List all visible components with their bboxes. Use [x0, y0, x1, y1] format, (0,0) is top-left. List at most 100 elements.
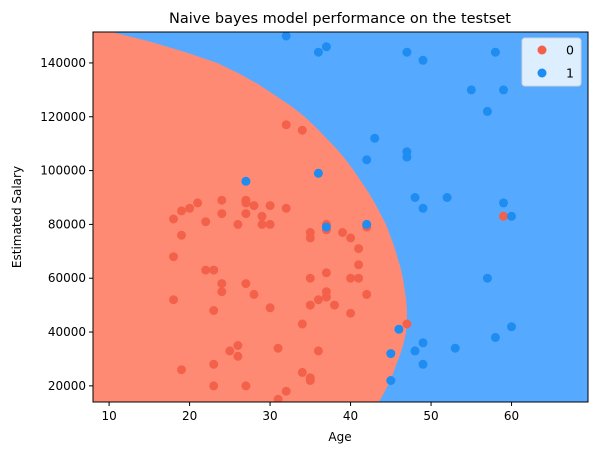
point-class-0-61 [313, 346, 323, 356]
point-class-0-22 [217, 287, 227, 297]
y-tick-label-40000: 40000 [48, 325, 86, 339]
point-class-1-0 [281, 32, 291, 41]
point-class-0-45 [346, 233, 356, 243]
point-class-0-31 [209, 359, 219, 369]
point-class-0-32 [177, 365, 186, 375]
point-class-0-11 [241, 209, 251, 219]
point-class-1-16 [418, 203, 428, 213]
x-tick-label-20: 20 [182, 409, 197, 423]
legend-label-1: 1 [566, 66, 574, 81]
x-tick-label-50: 50 [423, 409, 438, 423]
point-class-0-18 [169, 252, 178, 262]
point-class-1-10 [362, 155, 372, 165]
y-tick-label-20000: 20000 [48, 379, 86, 393]
y-tick-label-140000: 140000 [40, 56, 86, 70]
point-class-0-59 [362, 289, 372, 299]
point-class-0-15 [265, 201, 275, 211]
point-class-0-19 [201, 265, 211, 275]
point-class-1-1 [313, 47, 323, 57]
point-class-0-50 [321, 268, 331, 278]
point-class-0-14 [257, 219, 267, 229]
plot-frame [92, 31, 589, 403]
point-class-0-38 [281, 120, 291, 130]
point-class-1-20 [321, 222, 331, 232]
point-class-1-30 [418, 359, 428, 369]
point-class-0-25 [265, 303, 275, 313]
point-class-0-57 [346, 273, 356, 283]
point-class-0-17 [281, 203, 291, 213]
point-class-0-46 [354, 244, 364, 254]
chart-title: Naive bayes model performance on the tes… [169, 11, 511, 27]
point-class-1-5 [490, 47, 500, 57]
point-class-1-27 [410, 346, 420, 356]
point-class-0-44 [338, 228, 347, 237]
y-axis-label: Estimated Salary [10, 166, 24, 268]
point-class-1-24 [394, 324, 404, 334]
point-class-1-28 [418, 338, 428, 348]
point-class-1-26 [386, 349, 396, 359]
point-class-0-20 [209, 265, 219, 275]
x-tick-label-30: 30 [262, 409, 277, 423]
point-class-0-34 [241, 381, 251, 391]
point-class-0-16 [265, 219, 275, 229]
point-class-0-60 [346, 308, 356, 318]
point-class-0-6 [217, 195, 227, 205]
point-class-1-8 [482, 106, 492, 116]
point-class-0-58 [354, 273, 364, 283]
x-axis-label: Age [328, 430, 351, 444]
point-class-1-15 [410, 193, 420, 202]
point-class-0-41 [305, 233, 315, 243]
point-class-1-3 [402, 47, 412, 57]
point-class-0-13 [257, 211, 267, 221]
point-class-1-12 [402, 147, 412, 157]
y-tick-label-120000: 120000 [40, 110, 86, 124]
point-class-0-4 [177, 230, 186, 240]
point-class-0-35 [273, 343, 283, 353]
point-class-1-31 [386, 376, 396, 385]
point-class-0-26 [169, 295, 178, 305]
legend: 0 1 [521, 37, 582, 87]
point-class-1-22 [482, 273, 492, 283]
point-class-0-63 [297, 367, 307, 377]
point-class-0-5 [201, 217, 211, 227]
point-class-0-49 [354, 260, 364, 270]
point-class-1-9 [370, 133, 380, 143]
point-class-0-51 [305, 273, 315, 283]
legend-box [521, 37, 582, 87]
point-class-0-3 [193, 198, 203, 208]
point-class-1-25 [490, 332, 500, 342]
y-tick-label-80000: 80000 [48, 217, 86, 231]
point-class-1-23 [507, 322, 516, 332]
x-tick-label-60: 60 [504, 409, 519, 423]
point-class-1-4 [418, 55, 428, 65]
point-class-0-0 [169, 214, 178, 224]
point-class-0-36 [273, 394, 283, 402]
point-class-1-29 [450, 343, 460, 353]
point-class-1-17 [442, 193, 452, 202]
point-class-1-2 [321, 42, 331, 52]
point-class-0-37 [281, 386, 291, 396]
point-class-0-33 [209, 381, 219, 391]
x-tick-label-40: 40 [343, 409, 358, 423]
point-class-0-29 [233, 341, 243, 350]
point-class-0-1 [177, 206, 186, 216]
point-class-0-56 [330, 300, 339, 310]
point-class-1-19 [507, 211, 516, 221]
point-class-0-62 [297, 319, 307, 329]
point-class-0-65 [305, 376, 315, 385]
y-tick-label-60000: 60000 [48, 271, 86, 285]
point-class-0-55 [305, 300, 315, 310]
point-class-0-7 [217, 209, 227, 219]
point-class-1-14 [241, 176, 251, 186]
point-class-0-66 [402, 319, 412, 329]
region-class-0 [93, 32, 407, 402]
point-class-0-27 [209, 306, 219, 315]
point-class-1-6 [466, 85, 476, 95]
point-class-0-10 [241, 198, 251, 208]
point-class-0-67 [499, 211, 508, 221]
y-tick-label-100000: 100000 [40, 164, 86, 178]
point-class-0-28 [225, 346, 235, 356]
point-class-0-21 [217, 279, 227, 289]
point-class-1-7 [499, 85, 508, 95]
point-class-0-54 [321, 292, 331, 302]
